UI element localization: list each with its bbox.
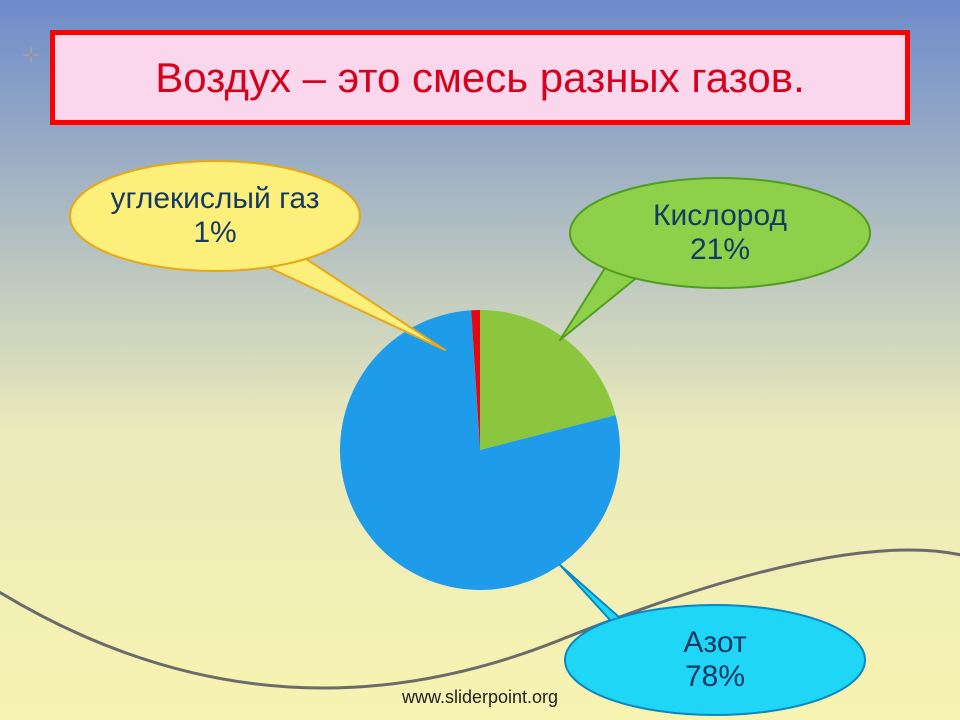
footer-credit: www.sliderpoint.org bbox=[0, 687, 960, 708]
callouts-layer bbox=[0, 0, 960, 720]
callout-co2-line1: углекислый газ bbox=[111, 182, 320, 215]
callout-oxygen-line2: 21% bbox=[690, 233, 750, 266]
footer-text: www.sliderpoint.org bbox=[402, 687, 558, 707]
callout-co2-label: углекислый газ 1% bbox=[70, 182, 360, 251]
callout-co2-line2: 1% bbox=[193, 216, 236, 249]
callout-oxygen-label: Кислород 21% bbox=[570, 199, 870, 268]
callout-nitrogen-line1: Азот bbox=[683, 626, 746, 659]
sparkle-icon bbox=[22, 46, 40, 64]
callout-nitrogen-label: Азот 78% bbox=[565, 626, 865, 695]
callout-oxygen-line1: Кислород bbox=[653, 199, 787, 232]
